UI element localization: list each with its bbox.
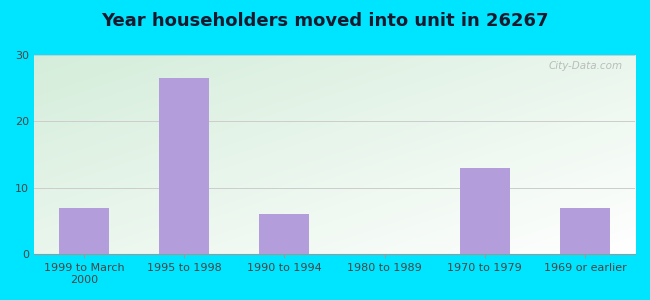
Text: Year householders moved into unit in 26267: Year householders moved into unit in 262… bbox=[101, 12, 549, 30]
Bar bbox=[460, 168, 510, 254]
Text: City-Data.com: City-Data.com bbox=[549, 61, 623, 71]
Bar bbox=[159, 78, 209, 254]
Bar bbox=[560, 208, 610, 254]
Bar bbox=[59, 208, 109, 254]
Bar bbox=[259, 214, 309, 254]
